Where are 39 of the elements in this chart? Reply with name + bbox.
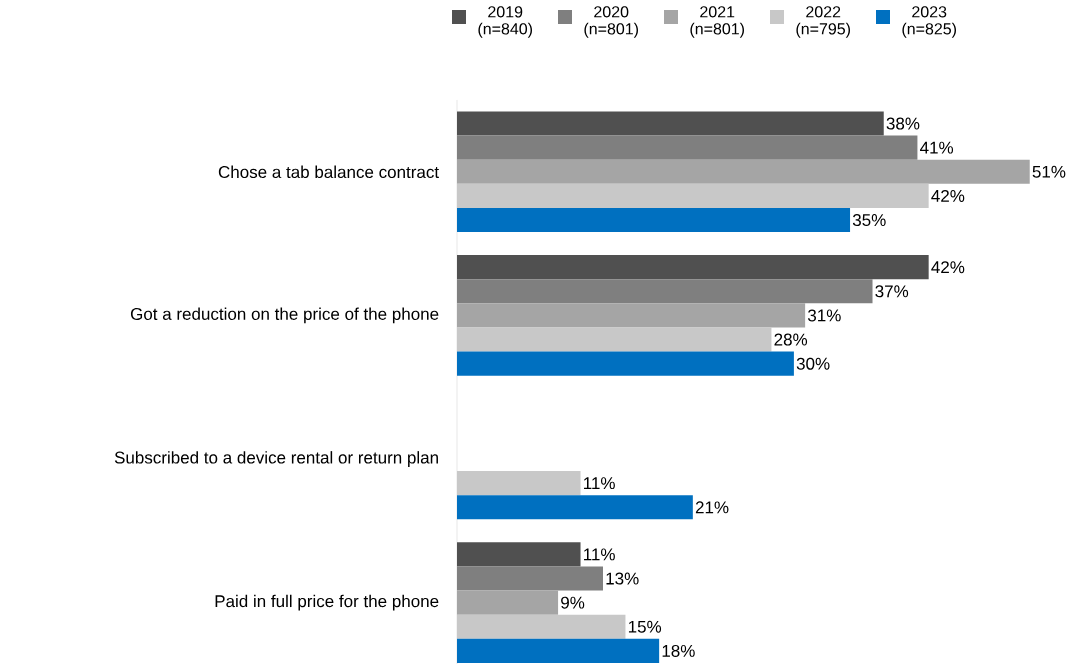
data-label: 35% bbox=[852, 214, 886, 227]
data-label: 51% bbox=[1032, 165, 1066, 178]
y-tick-label: Got a reduction on the price of the phone bbox=[130, 307, 439, 324]
bar bbox=[457, 111, 884, 136]
bar bbox=[457, 495, 693, 520]
data-label: 42% bbox=[931, 261, 965, 274]
data-label: 38% bbox=[886, 117, 920, 130]
y-tick-label: Paid in full price for the phone bbox=[215, 594, 439, 611]
bar bbox=[457, 255, 929, 280]
bar bbox=[457, 303, 806, 328]
bar bbox=[457, 207, 851, 233]
data-label: 18% bbox=[662, 644, 695, 657]
data-label: 37% bbox=[875, 285, 909, 298]
legend-label: 2019 (n=840) bbox=[478, 6, 533, 38]
data-label: 15% bbox=[628, 620, 662, 633]
bar bbox=[457, 590, 559, 615]
bar bbox=[457, 566, 603, 591]
legend-label: 2022 (n=795) bbox=[796, 6, 851, 38]
y-tick-label: Subscribed to a device rental or return plan bbox=[114, 451, 438, 467]
data-label: 31% bbox=[807, 309, 841, 322]
legend-label: 2023 (n=825) bbox=[902, 6, 956, 38]
bar bbox=[457, 135, 918, 160]
data-label: 30% bbox=[796, 357, 830, 370]
data-label: 21% bbox=[695, 501, 729, 514]
legend-label: 2020 (n=801) bbox=[584, 6, 639, 38]
data-label: 11% bbox=[584, 477, 615, 490]
bar bbox=[457, 542, 581, 567]
data-label: 13% bbox=[606, 572, 639, 585]
data-label: 28% bbox=[774, 333, 808, 346]
bar bbox=[457, 638, 660, 663]
data-label: 42% bbox=[931, 189, 965, 202]
data-label: 41% bbox=[920, 141, 954, 154]
data-label: 9% bbox=[561, 596, 585, 609]
bar bbox=[457, 279, 873, 304]
y-tick-label: Chose a tab balance contract bbox=[218, 165, 439, 179]
bar bbox=[457, 159, 1030, 184]
data-label: 11% bbox=[584, 548, 615, 561]
bar bbox=[457, 351, 794, 376]
legend-label: 2021 (n=801) bbox=[690, 6, 745, 38]
